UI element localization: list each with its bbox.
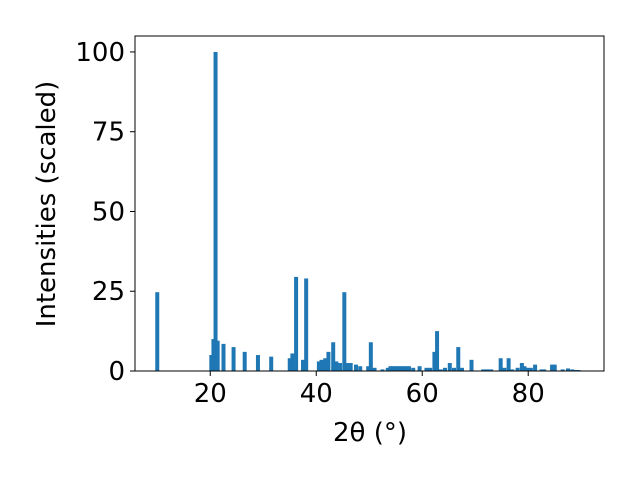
bar	[481, 369, 486, 371]
bar	[380, 369, 385, 371]
bar	[533, 364, 538, 371]
bar	[372, 367, 377, 371]
bar	[396, 366, 401, 371]
bar	[459, 367, 464, 371]
bar	[432, 351, 437, 371]
bar	[366, 366, 371, 371]
bar	[469, 359, 474, 371]
x-tick-label: 80	[512, 379, 545, 409]
bar	[319, 359, 324, 371]
bar	[417, 366, 422, 371]
bar	[294, 276, 299, 371]
bar	[269, 356, 274, 371]
bar	[353, 364, 358, 371]
bar	[539, 369, 544, 371]
bar	[528, 367, 533, 371]
bar	[209, 355, 214, 371]
x-axis-label: 2θ (°)	[333, 418, 407, 448]
bar	[290, 353, 295, 371]
bar	[502, 367, 507, 371]
x-tick-label: 60	[406, 379, 439, 409]
bar	[399, 366, 404, 371]
bar	[300, 359, 305, 371]
y-tick-label: 100	[75, 38, 125, 68]
bar	[342, 292, 347, 371]
y-axis-label: Intensities (scaled)	[32, 81, 62, 328]
bar	[255, 355, 260, 371]
x-tick-label: 40	[300, 379, 333, 409]
bar	[456, 347, 461, 371]
bar	[221, 343, 226, 371]
bar	[515, 367, 520, 371]
bar	[552, 364, 557, 371]
bar	[406, 366, 411, 371]
plot-frame	[134, 35, 605, 372]
y-tick-label: 0	[108, 357, 125, 387]
bar	[550, 364, 555, 371]
bar	[401, 366, 406, 371]
y-tick-label: 50	[92, 197, 125, 227]
x-tick-label: 20	[194, 379, 227, 409]
bar	[338, 363, 343, 371]
bar	[435, 331, 440, 371]
bar	[393, 366, 398, 371]
y-tick-label: 75	[92, 118, 125, 148]
bar	[489, 369, 494, 371]
bar	[231, 347, 236, 371]
bar	[424, 367, 429, 371]
bar	[391, 366, 396, 371]
bar	[215, 340, 220, 371]
bar	[404, 366, 409, 371]
bar	[358, 366, 363, 371]
bar	[388, 366, 393, 371]
bar	[438, 369, 443, 371]
bar	[213, 51, 218, 371]
bar	[344, 363, 349, 371]
bar	[510, 369, 515, 371]
bar	[368, 342, 373, 371]
bar	[348, 363, 353, 371]
bar	[570, 369, 575, 371]
bar	[242, 351, 247, 371]
bar	[316, 361, 321, 371]
bar	[385, 367, 390, 371]
bar	[443, 367, 448, 371]
bar	[326, 351, 331, 371]
bar	[486, 369, 491, 371]
bar	[155, 292, 160, 371]
bar	[506, 358, 511, 371]
bar	[211, 339, 216, 371]
bar	[519, 363, 524, 371]
y-tick-label: 25	[92, 277, 125, 307]
bar	[522, 366, 527, 371]
bar	[560, 369, 565, 371]
bar	[542, 369, 547, 371]
bar	[304, 278, 309, 371]
bar	[498, 358, 503, 371]
bar	[565, 368, 570, 371]
bar	[331, 342, 336, 371]
bar	[287, 358, 292, 371]
bar	[323, 358, 328, 371]
bar	[334, 361, 339, 371]
bar	[483, 369, 488, 371]
bar	[447, 363, 452, 371]
bar	[411, 367, 416, 371]
bar	[428, 367, 433, 371]
bar	[452, 367, 457, 371]
bar	[525, 367, 530, 371]
